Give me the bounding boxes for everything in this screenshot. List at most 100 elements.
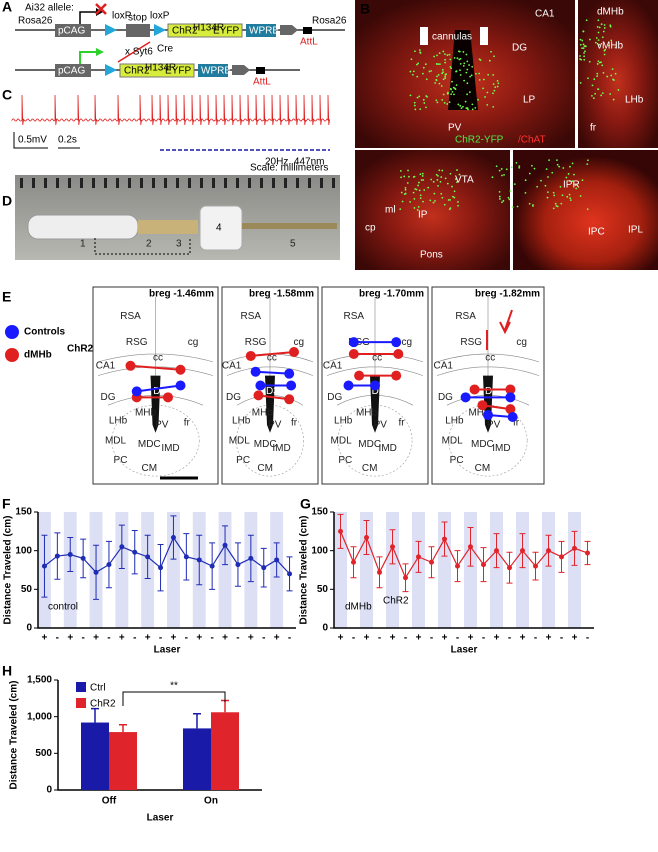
- atlas-label: IMD: [272, 443, 290, 454]
- speckle: [460, 107, 463, 110]
- speckle: [435, 78, 438, 81]
- ruler-tick: [212, 178, 215, 188]
- speckle: [617, 89, 620, 91]
- speckle: [418, 95, 421, 98]
- atlas-label: MHb: [135, 408, 157, 419]
- cannula-tip: [370, 380, 380, 391]
- point: [222, 542, 228, 548]
- speckle: [501, 201, 503, 204]
- x-tick-label: +: [520, 633, 526, 644]
- point: [54, 553, 60, 559]
- ruler-tick: [20, 178, 23, 188]
- speckle: [409, 94, 412, 97]
- speckle: [474, 106, 477, 109]
- ruler-tick: [140, 178, 143, 188]
- ruler-tick: [248, 178, 251, 188]
- cannula-track: [130, 364, 181, 371]
- speckle: [446, 103, 449, 105]
- speckle: [573, 173, 575, 176]
- speckle: [457, 103, 460, 106]
- speckle: [466, 107, 469, 109]
- y-tick-label: 0: [46, 785, 52, 796]
- bar: [183, 728, 211, 790]
- speckle: [548, 159, 550, 162]
- speckle: [468, 64, 470, 66]
- speckle: [493, 55, 495, 58]
- speckle: [499, 198, 501, 200]
- x-tick-label: On: [204, 796, 218, 807]
- speckle: [606, 75, 609, 78]
- atlas-label: CA1: [433, 360, 453, 371]
- atlas-region: [337, 404, 413, 477]
- label: IPR: [563, 180, 580, 191]
- speckle: [432, 180, 435, 183]
- speckle: [483, 78, 485, 81]
- speckle: [437, 184, 439, 187]
- x-tick-label: +: [364, 633, 370, 644]
- x-tick-label: -: [456, 633, 459, 644]
- speckle: [544, 184, 547, 187]
- ruler-tick: [188, 178, 191, 188]
- ruler-tick: [332, 178, 335, 188]
- speckle: [582, 43, 585, 46]
- speckle: [451, 90, 454, 93]
- atlas-label: D3V: [153, 386, 173, 397]
- speckle: [452, 86, 455, 89]
- bar: [109, 732, 137, 790]
- x-tick-label: +: [572, 633, 578, 644]
- speckle: [466, 60, 469, 63]
- point: [416, 554, 421, 560]
- atlas-label: MDC: [254, 439, 277, 450]
- atlas-label: RSA: [241, 311, 262, 322]
- speckle: [567, 173, 570, 175]
- atlas-label: DG: [226, 392, 241, 403]
- speckle: [413, 207, 416, 209]
- label: pCAG: [58, 66, 85, 77]
- speckle: [583, 45, 586, 48]
- atlas-label: MDL: [105, 435, 127, 446]
- atlas-label: fr: [398, 418, 405, 429]
- speckle: [540, 179, 542, 182]
- x-tick-label: -: [262, 633, 265, 644]
- speckle: [571, 180, 574, 183]
- error-bar: [119, 723, 127, 733]
- atlas-label: PC: [338, 455, 352, 466]
- label: vMHb: [597, 41, 624, 52]
- speckle: [596, 63, 599, 65]
- speckle: [435, 173, 438, 176]
- speckle: [492, 105, 495, 108]
- speckle: [449, 58, 452, 61]
- atlas-label: RSG: [460, 337, 482, 348]
- cannula-tip: [393, 348, 404, 359]
- outline: [94, 238, 191, 255]
- speckle: [442, 78, 445, 81]
- panel-letter: C: [2, 87, 12, 103]
- speckle: [515, 161, 518, 164]
- speckle: [603, 24, 606, 26]
- atlas-label: LHb: [109, 416, 128, 427]
- point: [546, 548, 551, 554]
- y-axis-label: Distance Traveled (cm): [9, 681, 20, 790]
- label: WPRE: [201, 66, 231, 77]
- speckle: [459, 57, 462, 60]
- atlas-label: MDC: [358, 439, 381, 450]
- speckle: [560, 202, 563, 205]
- speckle: [496, 79, 499, 82]
- atlas-label: CM: [257, 463, 273, 474]
- speckle: [610, 39, 613, 42]
- speckle: [487, 73, 490, 76]
- speckle: [400, 191, 403, 194]
- x-tick-label: -: [185, 633, 188, 644]
- speckle: [516, 205, 519, 208]
- atlas-label: MDC: [138, 439, 161, 450]
- speckle: [422, 66, 425, 69]
- speckle: [545, 168, 548, 171]
- speckle: [608, 44, 610, 47]
- speckle: [582, 47, 585, 50]
- atlas-label: D3V: [485, 386, 505, 397]
- speckle: [399, 208, 402, 211]
- laser-band: [218, 512, 232, 628]
- speckle: [413, 104, 416, 107]
- label: AttL: [300, 37, 318, 48]
- x-tick-label: Off: [102, 796, 117, 807]
